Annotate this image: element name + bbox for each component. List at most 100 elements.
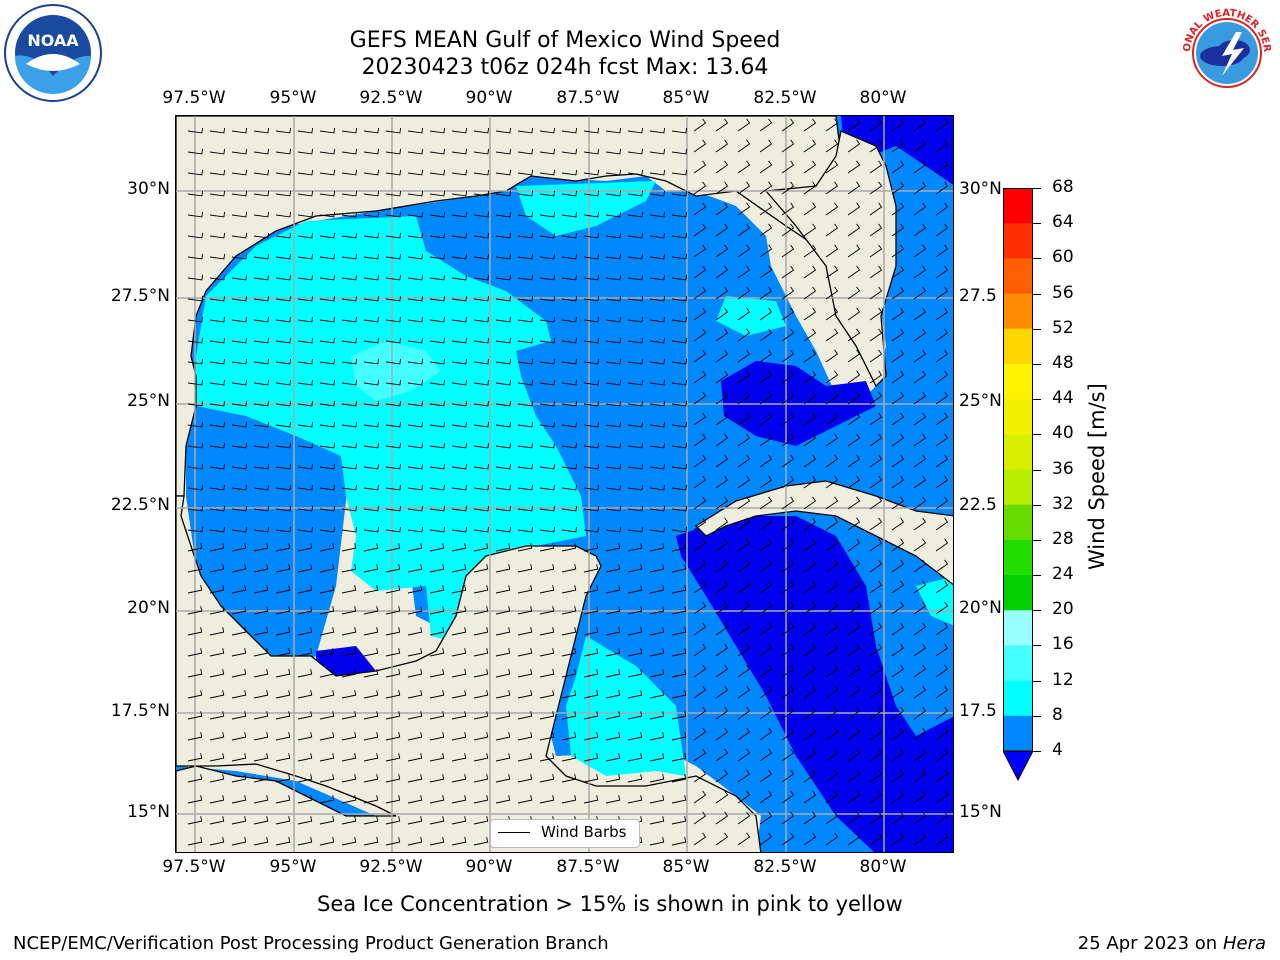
wind-barb: [825, 580, 839, 594]
wind-barb: [715, 538, 729, 552]
wind-barb: [385, 421, 402, 428]
wind-barb: [231, 543, 247, 552]
wind-barb: [649, 148, 666, 155]
wind-barb: [385, 316, 402, 323]
wind-barb: [781, 370, 795, 384]
wind-barb: [385, 795, 401, 804]
wind-barb: [341, 606, 357, 615]
wind-barb: [803, 370, 817, 384]
wind-barb: [253, 274, 270, 281]
wind-barb: [583, 526, 600, 533]
wind-barb: [429, 606, 445, 615]
wind-barb: [209, 484, 226, 491]
wind-barb: [187, 169, 204, 176]
wind-barb: [297, 711, 313, 720]
wind-barb: [891, 580, 905, 594]
wind-barb: [187, 816, 203, 825]
wind-barb: [759, 118, 773, 132]
wind-barb: [187, 358, 204, 365]
wind-barb: [517, 232, 534, 239]
wind-barb: [913, 454, 927, 468]
wind-barb: [561, 732, 577, 741]
wind-barb: [913, 811, 927, 825]
wind-barb: [517, 190, 534, 197]
wind-barb: [693, 286, 707, 300]
wind-barb: [803, 811, 817, 825]
wind-barb: [803, 307, 817, 321]
wind-barb: [759, 580, 773, 594]
wind-barb: [869, 559, 883, 573]
wind-barb: [781, 475, 795, 489]
wind-barb: [583, 753, 599, 762]
wind-barb: [451, 337, 468, 344]
wind-barb: [803, 748, 817, 762]
wind-barb: [869, 601, 883, 615]
wind-barb: [495, 127, 512, 134]
wind-barb: [693, 685, 707, 699]
wind-barb: [363, 732, 379, 741]
wind-barb: [473, 669, 489, 678]
wind-barb: [495, 274, 512, 281]
wind-barb: [319, 253, 336, 260]
wind-barb: [451, 127, 468, 134]
wind-barb: [517, 337, 534, 344]
wind-barb: [935, 769, 949, 783]
wind-barb: [385, 816, 401, 825]
wind-barb: [275, 648, 291, 657]
wind-barb: [275, 543, 291, 552]
wind-barb: [319, 211, 336, 218]
wind-barb: [297, 585, 313, 594]
wind-barb: [209, 127, 226, 134]
wind-barb: [517, 732, 533, 741]
wind-barb: [341, 211, 358, 218]
wind-barb: [451, 816, 467, 825]
wind-barb: [715, 559, 729, 573]
wind-barb: [341, 774, 357, 783]
lat-label-right: 15°N: [959, 802, 1002, 822]
wind-barb: [715, 622, 729, 636]
wind-barb: [693, 706, 707, 720]
wind-barb: [847, 643, 861, 657]
wind-barb: [253, 421, 270, 428]
wind-barb: [429, 379, 446, 386]
wind-barb: [187, 148, 204, 155]
wind-barb: [759, 475, 773, 489]
wind-barb: [319, 127, 336, 134]
wind-barb: [363, 711, 379, 720]
wind-barb: [473, 274, 490, 281]
colorbar-tick: [1033, 188, 1041, 189]
wind-barb: [319, 358, 336, 365]
wind-barb: [605, 564, 621, 573]
wind-barb: [275, 711, 291, 720]
wind-barb: [297, 421, 314, 428]
wind-barb: [825, 223, 839, 237]
wind-barb: [407, 669, 423, 678]
wind-barb: [429, 669, 445, 678]
wind-barb: [671, 669, 687, 678]
wind-barb: [253, 711, 269, 720]
wind-barb: [759, 412, 773, 426]
wind-barb: [451, 627, 467, 636]
wind-barb: [825, 391, 839, 405]
wind-barb: [297, 627, 313, 636]
wind-barb: [891, 538, 905, 552]
wind-barb: [253, 358, 270, 365]
wind-barb: [473, 337, 490, 344]
wind-barb: [407, 564, 423, 573]
wind-barb: [781, 622, 795, 636]
wind-barb: [759, 664, 773, 678]
wind-barb: [187, 211, 204, 218]
wind-barb: [891, 769, 905, 783]
wind-barb: [561, 253, 578, 260]
wind-barb: [407, 274, 424, 281]
wind-barb: [363, 316, 380, 323]
wind-barb: [407, 169, 424, 176]
wind-barb: [759, 706, 773, 720]
wind-barb: [891, 370, 905, 384]
wind-barb: [319, 421, 336, 428]
wind-barb: [605, 316, 622, 323]
wind-barb: [627, 585, 643, 594]
wind-barb: [583, 148, 600, 155]
wind-barb: [363, 564, 379, 573]
wind-barb: [517, 711, 533, 720]
